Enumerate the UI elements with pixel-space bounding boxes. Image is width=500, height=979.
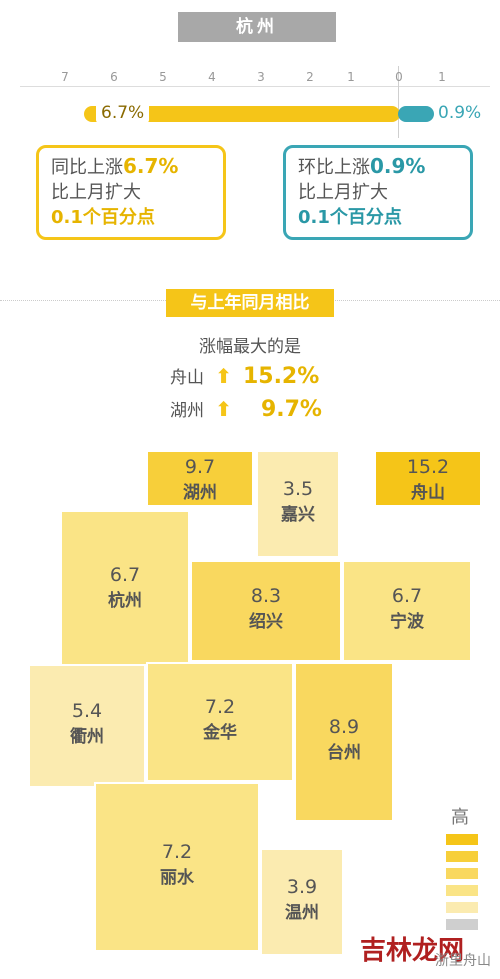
city-name: 金华 bbox=[203, 723, 237, 743]
mom-bar-label: 0.9% bbox=[438, 103, 482, 123]
city-tile: 3.5 嘉兴 bbox=[256, 450, 340, 558]
city-value: 7.2 bbox=[204, 696, 236, 718]
city-value: 5.4 bbox=[71, 700, 103, 722]
legend-swatch bbox=[446, 919, 478, 930]
up-arrow-icon: ⬆ bbox=[215, 397, 232, 421]
city-tile: 8.3 绍兴 bbox=[190, 560, 342, 662]
axis-line bbox=[20, 86, 490, 87]
city-tile: 3.9 温州 bbox=[260, 848, 344, 956]
legend-swatch bbox=[446, 851, 478, 862]
city-value: 6.7 bbox=[109, 564, 141, 586]
mom-card-value: 0.9% bbox=[370, 154, 426, 178]
max-label: 涨幅最大的是 bbox=[199, 337, 301, 357]
city-tile: 9.7 湖州 bbox=[146, 450, 254, 507]
top-city-value: 15.2% bbox=[242, 364, 320, 389]
city-tile: 6.7 宁波 bbox=[342, 560, 472, 662]
yoy-card-line3: 0.1个百分点 bbox=[51, 207, 155, 228]
city-tile: 15.2 舟山 bbox=[374, 450, 482, 507]
legend-swatch bbox=[446, 885, 478, 896]
compare-title: 与上年同月相比 bbox=[166, 289, 334, 317]
mom-card-line3: 0.1个百分点 bbox=[298, 207, 402, 228]
tick-label: 2 bbox=[306, 70, 314, 84]
legend-swatch bbox=[446, 902, 478, 913]
city-tile: 6.7 杭州 bbox=[60, 510, 190, 670]
city-name: 绍兴 bbox=[249, 612, 283, 632]
yoy-card-line2: 比上月扩大 bbox=[51, 182, 141, 203]
city-name: 台州 bbox=[327, 743, 361, 763]
watermark-text-small: 浙里舟山 bbox=[435, 953, 491, 969]
yoy-card: 同比上涨6.7% 比上月扩大 0.1个百分点 bbox=[36, 145, 226, 240]
legend-title: 高 bbox=[451, 807, 469, 828]
mom-card-line2: 比上月扩大 bbox=[298, 182, 388, 203]
city-value: 6.7 bbox=[391, 585, 423, 607]
top-city-name: 湖州 bbox=[170, 401, 204, 421]
tick-label: 7 bbox=[61, 70, 69, 84]
tick-label: 5 bbox=[159, 70, 167, 84]
yoy-bar bbox=[84, 106, 400, 122]
watermark-text: 吉林龙网 bbox=[360, 936, 465, 966]
city-tile: 7.2 金华 bbox=[146, 662, 294, 782]
up-arrow-icon: ⬆ bbox=[215, 364, 232, 388]
tick-label: 4 bbox=[208, 70, 216, 84]
tick-label: 1 bbox=[347, 70, 355, 84]
legend-swatch bbox=[446, 834, 478, 845]
city-name: 宁波 bbox=[390, 612, 424, 632]
top-city-row: 舟山 ⬆ 15.2% bbox=[170, 363, 319, 389]
city-tile: 5.4 衢州 bbox=[28, 664, 146, 788]
city-value: 8.9 bbox=[328, 716, 360, 738]
yoy-card-value: 6.7% bbox=[123, 154, 179, 178]
mom-card-prefix: 环比上涨 bbox=[298, 157, 370, 178]
city-title: 杭州 bbox=[178, 12, 336, 42]
zero-line bbox=[398, 66, 399, 138]
city-name: 温州 bbox=[285, 903, 319, 923]
city-name: 丽水 bbox=[160, 868, 194, 888]
top-city-row: 湖州 ⬆ 9.7% bbox=[170, 396, 322, 422]
tick-label: 0 bbox=[395, 70, 403, 84]
legend-swatch bbox=[446, 868, 478, 879]
city-value: 7.2 bbox=[161, 841, 193, 863]
top-city-name: 舟山 bbox=[170, 368, 204, 388]
mom-card: 环比上涨0.9% 比上月扩大 0.1个百分点 bbox=[283, 145, 473, 240]
city-name: 湖州 bbox=[183, 483, 217, 503]
city-name: 嘉兴 bbox=[281, 505, 315, 525]
city-tile: 7.2 丽水 bbox=[94, 782, 260, 952]
tick-label: 6 bbox=[110, 70, 118, 84]
tick-label: 1 bbox=[438, 70, 446, 84]
city-name: 舟山 bbox=[411, 483, 445, 503]
yoy-card-prefix: 同比上涨 bbox=[51, 157, 123, 178]
city-name: 衢州 bbox=[70, 727, 104, 747]
city-value: 9.7 bbox=[184, 456, 216, 478]
mom-bar bbox=[398, 106, 434, 122]
tick-label: 3 bbox=[257, 70, 265, 84]
city-name: 杭州 bbox=[108, 591, 142, 611]
city-value: 8.3 bbox=[250, 585, 282, 607]
city-value: 3.9 bbox=[286, 876, 318, 898]
city-value: 3.5 bbox=[282, 478, 314, 500]
city-tile: 8.9 台州 bbox=[294, 662, 394, 822]
top-city-value: 9.7% bbox=[260, 397, 322, 422]
city-value: 15.2 bbox=[406, 456, 450, 478]
yoy-bar-label: 6.7% bbox=[96, 103, 150, 123]
